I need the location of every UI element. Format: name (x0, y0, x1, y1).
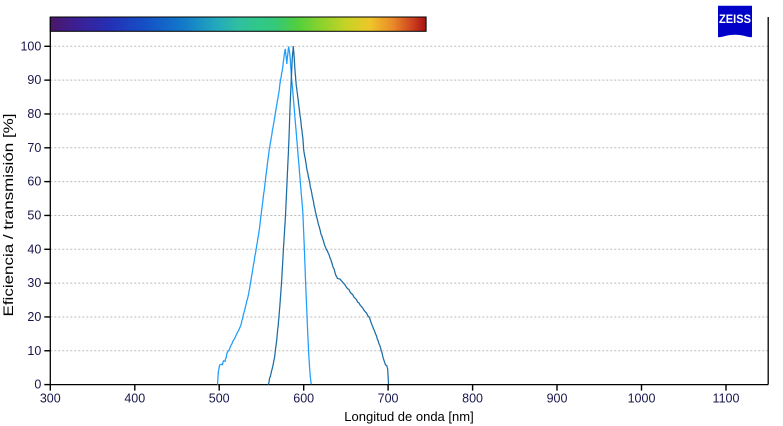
svg-text:100: 100 (20, 39, 41, 53)
svg-text:10: 10 (27, 344, 41, 358)
svg-text:600: 600 (293, 392, 314, 406)
svg-text:500: 500 (209, 392, 230, 406)
svg-text:400: 400 (124, 392, 145, 406)
svg-text:Longitud de onda [nm]: Longitud de onda [nm] (344, 409, 473, 424)
svg-text:800: 800 (462, 392, 483, 406)
svg-text:30: 30 (27, 276, 41, 290)
svg-text:900: 900 (547, 392, 568, 406)
svg-text:80: 80 (27, 107, 41, 121)
svg-text:90: 90 (27, 73, 41, 87)
svg-text:70: 70 (27, 141, 41, 155)
svg-text:50: 50 (27, 209, 41, 223)
svg-text:40: 40 (27, 242, 41, 256)
svg-text:60: 60 (27, 175, 41, 189)
svg-text:1100: 1100 (713, 392, 740, 406)
svg-text:0: 0 (34, 378, 41, 392)
svg-text:20: 20 (27, 310, 41, 324)
svg-text:300: 300 (40, 392, 61, 406)
svg-text:1000: 1000 (628, 392, 656, 406)
svg-text:ZEISS: ZEISS (719, 14, 751, 26)
svg-text:Eficiencia / transmisión [%]: Eficiencia / transmisión [%] (1, 114, 16, 317)
svg-text:700: 700 (378, 392, 399, 406)
